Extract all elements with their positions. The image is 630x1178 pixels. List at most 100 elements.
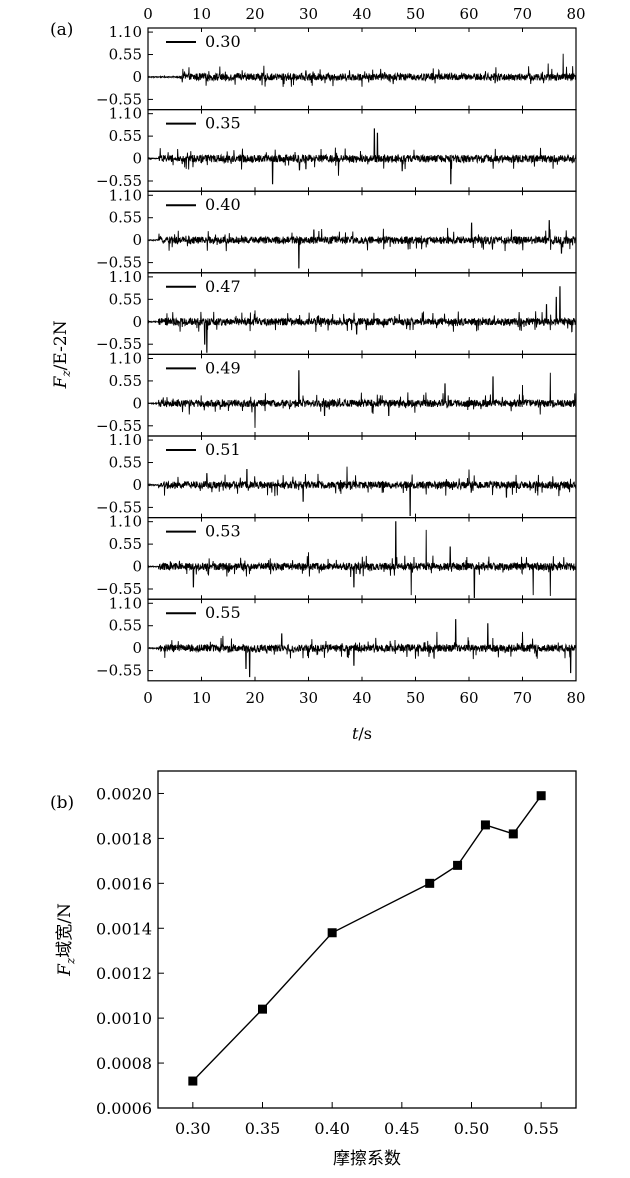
legend-label: 0.30 [205,32,241,51]
y-tick-label: 0.0014 [96,919,152,938]
y-tick-label: 0 [132,313,142,331]
y-tick-label: 1.10 [109,349,142,367]
y-tick-label: 0.0018 [96,829,152,848]
x-tick-label-bottom: 50 [406,689,425,707]
data-point-marker [188,1076,198,1086]
signal-line-0.49 [147,370,577,428]
y-axis-label: Fz/E-2N [51,320,73,389]
y-tick-label: 1.10 [109,431,142,449]
signal-line-0.47 [147,286,577,353]
legend-label: 0.35 [205,114,241,133]
data-point-marker [258,1004,267,1014]
y-tick-label: 0.55 [109,46,142,64]
x-tick-label-bottom: 80 [566,689,585,707]
signal-line-0.53 [147,521,577,599]
panel-b-label: (b) [50,793,74,813]
data-point-marker [480,820,490,830]
x-axis-label: t/s [352,724,372,743]
y-tick-label: 0.0008 [96,1054,152,1073]
x-tick-label: 0.30 [175,1119,211,1138]
x-tick-label: 0.50 [454,1119,490,1138]
x-tick-label-top: 20 [245,5,264,23]
x-tick-label-top: 50 [406,5,425,23]
y-tick-label: 0 [132,68,142,86]
y-tick-label: 1.10 [109,513,142,531]
y-tick-label: −0.55 [96,90,142,108]
x-tick-label-bottom: 10 [192,689,211,707]
series-line [192,795,542,1082]
data-point-marker [327,928,337,938]
panel-a-label: (a) [50,20,73,40]
legend-label: 0.47 [205,277,241,296]
signal-line-0.40 [147,220,577,269]
y-tick-label: 0.55 [109,290,142,308]
x-tick-label-bottom: 60 [459,689,478,707]
signal-line-0.30 [147,53,577,87]
y-tick-label: −0.55 [96,335,142,353]
data-point-marker [536,791,546,801]
y-tick-label: 0.0010 [96,1009,152,1028]
x-tick-label-top: 30 [299,5,318,23]
y-tick-label: 0.55 [109,617,142,635]
x-tick-label-bottom: 20 [245,689,264,707]
y-tick-label: 1.10 [109,268,142,286]
x-tick-label-top: 10 [192,5,211,23]
y-tick-label: 0.55 [109,209,142,227]
y-tick-label: 0 [132,639,142,657]
y-tick-label: 0 [132,476,142,494]
x-tick-label: 0.35 [245,1119,281,1138]
y-tick-label: −0.55 [96,498,142,516]
legend-label: 0.40 [205,195,241,214]
strip-0.47: 1.10 0.55 0 −0.55 0.47 [96,268,577,355]
strip-0.55: 1.10 0.55 0 −0.55 0.55 [96,594,577,682]
legend-label: 0.55 [205,603,241,622]
signal-line-0.55 [147,619,577,678]
strip-0.40: 1.10 0.55 0 −0.55 0.40 [96,186,577,274]
x-tick-label-top: 80 [566,5,585,23]
y-tick-label: 0.0020 [96,784,152,803]
signal-line-0.51 [147,466,577,517]
y-tick-label: −0.55 [96,254,142,272]
y-tick-label: 0.55 [109,127,142,145]
y-tick-label: −0.55 [96,662,142,680]
x-tick-label-top: 60 [459,5,478,23]
y-tick-label: 1.10 [109,186,142,204]
x-tick-label-top: 40 [352,5,371,23]
y-tick-label: −0.55 [96,417,142,435]
y-tick-label: 0.55 [109,535,142,553]
y-tick-label: 0.55 [109,454,142,472]
plot-frame [157,770,577,1109]
x-tick-label-top: 0 [143,5,153,23]
strip-0.30: 1.10 0.55 0 −0.55 0.30 [96,23,577,111]
y-tick-label: 0.0006 [96,1099,152,1118]
y-tick-label: 0.55 [109,372,142,390]
y-tick-label: 0 [132,394,142,412]
panel-a-stacked-force-signals: 1.100.550−0.550.301.100.550−0.550.351.10… [51,5,586,743]
y-tick-label: 1.10 [109,105,142,123]
x-tick-label-bottom: 30 [299,689,318,707]
x-tick-label-bottom: 40 [352,689,371,707]
strip-0.51: 1.10 0.55 0 −0.55 0.51 [96,431,577,519]
signal-line-0.35 [147,128,577,185]
y-tick-label: 1.10 [109,23,142,41]
x-tick-label-top: 70 [513,5,532,23]
x-tick-label-bottom: 70 [513,689,532,707]
y-tick-label: 0 [132,558,142,576]
y-tick-label: 1.10 [109,594,142,612]
x-axis-label: 摩擦系数 [333,1149,401,1169]
data-point-marker [425,878,435,888]
legend-label: 0.49 [205,358,241,377]
x-tick-label: 0.45 [384,1119,420,1138]
legend-label: 0.51 [205,440,241,459]
y-tick-label: 0.0012 [96,964,152,983]
y-axis-label: Fz域宽/N [55,903,77,977]
data-point-marker [453,860,463,870]
x-tick-label-bottom: 0 [143,689,153,707]
panel-b-friction-width-line-chart: 0.0006 0.0008 0.0010 0.0012 0.0014 0.0016 0.00… [55,770,577,1169]
strip-0.49: 1.10 0.55 0 −0.55 0.49 [96,349,577,437]
y-tick-label: 0 [132,150,142,168]
y-tick-label: 0.0016 [96,874,152,893]
y-tick-label: −0.55 [96,172,142,190]
